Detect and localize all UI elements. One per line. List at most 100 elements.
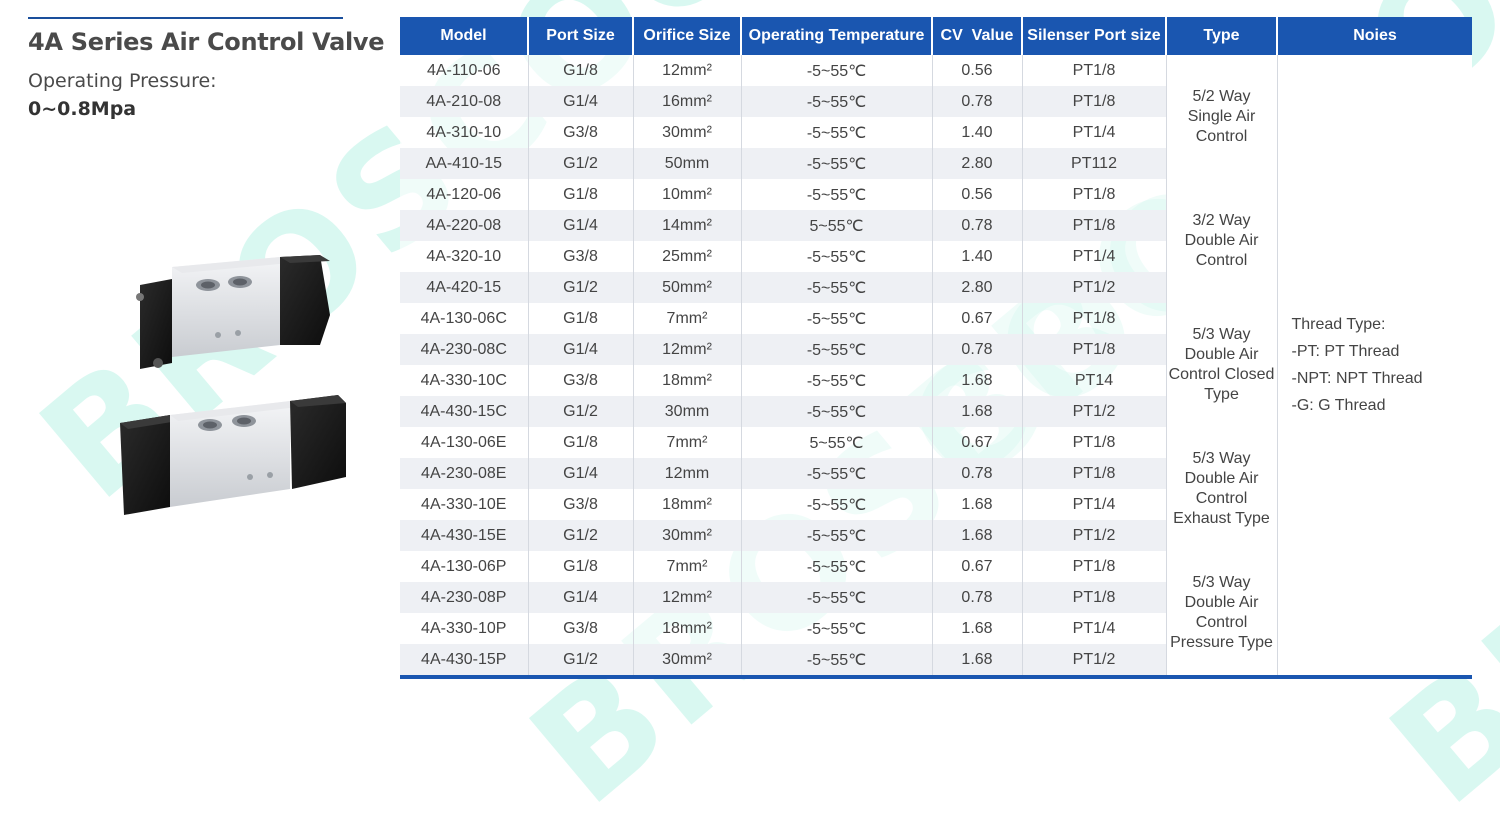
cell-cv-value: 1.68 [932, 520, 1023, 551]
table-row: 4A-330-10C G3/8 18mm² -5~55℃ 1.68 PT14 [400, 365, 1472, 396]
cell-orifice-size: 7mm² [633, 427, 742, 458]
table-row: 4A-310-10 G3/8 30mm² -5~55℃ 1.40 PT1/4 [400, 117, 1472, 148]
table-row: 4A-230-08P G1/4 12mm² -5~55℃ 0.78 PT1/8 [400, 582, 1472, 613]
type-line: Control [1195, 252, 1248, 269]
header-cv-value: CV Value [932, 17, 1023, 55]
cell-port-size: G1/2 [528, 644, 634, 675]
type-line: 3/2 Way [1192, 212, 1251, 229]
cell-cv-value: 1.68 [932, 365, 1023, 396]
cell-orifice-size: 30mm [633, 396, 742, 427]
cell-type: 5/3 Way Double Air Control Pressure Type [1166, 551, 1278, 675]
cell-orifice-size: 12mm² [633, 582, 742, 613]
cell-orifice-size: 7mm² [633, 551, 742, 582]
pressure-label: Operating Pressure: [28, 70, 217, 92]
cell-model: 4A-110-06 [400, 55, 529, 86]
cell-port-size: G1/4 [528, 210, 634, 241]
cell-cv-value: 1.68 [932, 396, 1023, 427]
cell-operating-temperature: -5~55℃ [741, 241, 933, 272]
cell-model: 4A-230-08P [400, 582, 529, 613]
header-notes: Noies [1277, 17, 1472, 55]
cell-model: 4A-320-10 [400, 241, 529, 272]
type-line: Exhaust Type [1173, 510, 1270, 527]
cell-cv-value: 0.78 [932, 86, 1023, 117]
cell-type: 5/2 Way Single Air Control [1166, 55, 1278, 179]
type-line: Type [1204, 386, 1239, 403]
cell-silencer-port-size: PT1/4 [1022, 241, 1167, 272]
cell-cv-value: 0.67 [932, 303, 1023, 334]
table-row: AA-410-15 G1/2 50mm -5~55℃ 2.80 PT112 [400, 148, 1472, 179]
cell-port-size: G3/8 [528, 365, 634, 396]
table-row: 4A-230-08C G1/4 12mm² -5~55℃ 0.78 PT1/8 [400, 334, 1472, 365]
type-line: Control [1195, 490, 1248, 507]
table-row: 4A-430-15P G1/2 30mm² -5~55℃ 1.68 PT1/2 [400, 644, 1472, 675]
table-row: 4A-130-06E G1/8 7mm² 5~55℃ 0.67 PT1/8 5/3 Way D… [400, 427, 1472, 551]
cell-operating-temperature: -5~55℃ [741, 148, 933, 179]
cell-orifice-size: 10mm² [633, 179, 742, 210]
cell-operating-temperature: -5~55℃ [741, 458, 933, 489]
type-line: Double Air [1184, 470, 1259, 487]
cell-model: 4A-220-08 [400, 210, 529, 241]
header-silencer-port-size: Silenser Port size [1022, 17, 1167, 55]
cell-cv-value: 1.40 [932, 117, 1023, 148]
product-info-panel: 4A Series Air Control Valve Operating Pr… [0, 0, 390, 689]
cell-port-size: G1/4 [528, 334, 634, 365]
cell-cv-value: 2.80 [932, 272, 1023, 303]
cell-cv-value: 0.78 [932, 210, 1023, 241]
valve-product-image [120, 255, 346, 515]
cell-silencer-port-size: PT14 [1022, 365, 1167, 396]
cell-orifice-size: 18mm² [633, 613, 742, 644]
cell-operating-temperature: -5~55℃ [741, 396, 933, 427]
cell-cv-value: 2.80 [932, 148, 1023, 179]
cell-silencer-port-size: PT1/4 [1022, 117, 1167, 148]
cell-silencer-port-size: PT1/8 [1022, 334, 1167, 365]
cell-port-size: G1/8 [528, 179, 634, 210]
cell-orifice-size: 18mm² [633, 489, 742, 520]
header-type: Type [1166, 17, 1278, 55]
table-row: 4A-110-06 G1/8 12mm² -5~55℃ 0.56 PT1/8 5/2 Way… [400, 55, 1472, 675]
cell-port-size: G3/8 [528, 241, 634, 272]
cell-orifice-size: 30mm² [633, 117, 742, 148]
header-operating-temperature: Operating Temperature [741, 17, 933, 55]
cell-operating-temperature: -5~55℃ [741, 303, 933, 334]
cell-type: 5/3 Way Double Air Control Exhaust Type [1166, 427, 1278, 551]
cell-orifice-size: 12mm [633, 458, 742, 489]
cell-port-size: G1/2 [528, 520, 634, 551]
cell-silencer-port-size: PT1/8 [1022, 551, 1167, 582]
table-row: 4A-430-15E G1/2 30mm² -5~55℃ 1.68 PT1/2 [400, 520, 1472, 551]
table-row: 4A-230-08E G1/4 12mm -5~55℃ 0.78 PT1/8 [400, 458, 1472, 489]
note-line: -G: G Thread [1291, 397, 1386, 414]
note-line: Thread Type: [1291, 316, 1386, 333]
type-line: 5/3 Way [1192, 574, 1251, 591]
cell-silencer-port-size: PT1/8 [1022, 458, 1167, 489]
cell-orifice-size: 50mm [633, 148, 742, 179]
cell-model: 4A-130-06E [400, 427, 529, 458]
cell-model: 4A-330-10C [400, 365, 529, 396]
valve-top [136, 255, 330, 369]
note-line: -PT: PT Thread [1291, 343, 1400, 360]
cell-silencer-port-size: PT1/4 [1022, 613, 1167, 644]
cell-orifice-size: 7mm² [633, 303, 742, 334]
cell-silencer-port-size: PT1/8 [1022, 179, 1167, 210]
type-line: Double Air [1184, 346, 1259, 363]
cell-silencer-port-size: PT1/8 [1022, 427, 1167, 458]
note-line: -NPT: NPT Thread [1291, 370, 1423, 387]
type-line: Control [1195, 128, 1248, 145]
type-line: Double Air [1184, 594, 1259, 611]
cell-cv-value: 0.78 [932, 458, 1023, 489]
cell-model: 4A-210-08 [400, 86, 529, 117]
header-port-size: Port Size [528, 17, 634, 55]
cell-silencer-port-size: PT1/2 [1022, 644, 1167, 675]
cell-port-size: G1/8 [528, 303, 634, 334]
table-header-row: Model Port Size Orifice Size Operating T… [400, 17, 1472, 55]
type-line: Pressure Type [1170, 634, 1273, 651]
cell-port-size: G1/2 [528, 272, 634, 303]
cell-port-size: G1/4 [528, 86, 634, 117]
cell-model: 4A-430-15P [400, 644, 529, 675]
header-model: Model [400, 17, 529, 55]
cell-model: 4A-130-06C [400, 303, 529, 334]
cell-silencer-port-size: PT1/2 [1022, 520, 1167, 551]
type-line: Control Closed [1168, 366, 1275, 383]
cell-model: 4A-430-15C [400, 396, 529, 427]
cell-operating-temperature: -5~55℃ [741, 644, 933, 675]
cell-model: 4A-420-15 [400, 272, 529, 303]
